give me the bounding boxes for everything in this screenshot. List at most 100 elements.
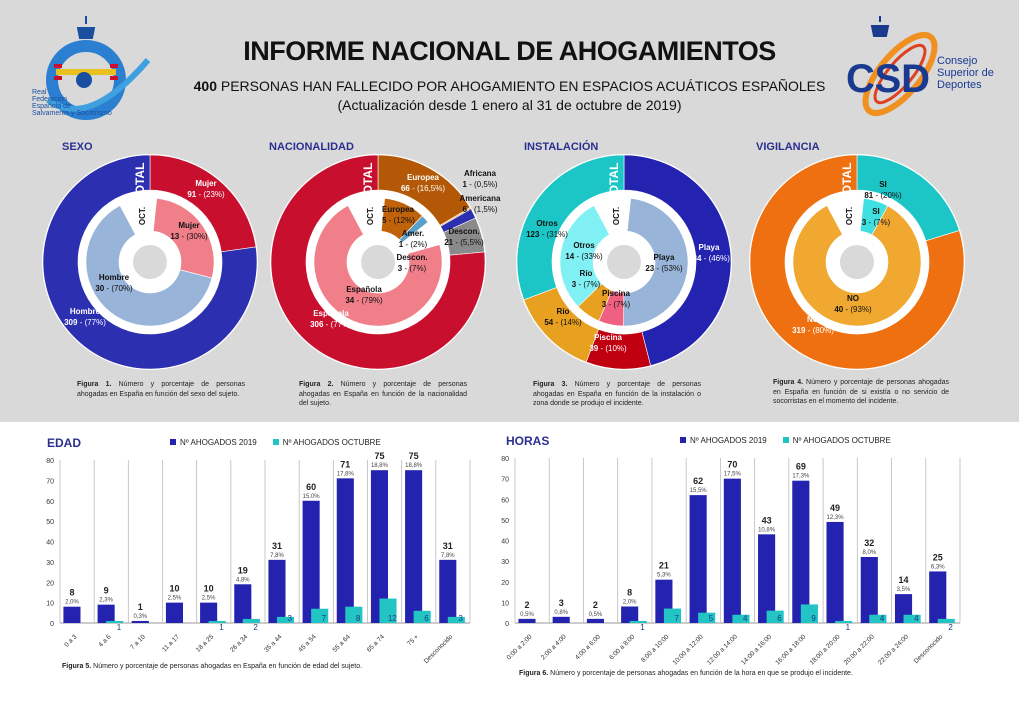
slice-label: Hombre [70,307,101,316]
bar-2019 [723,478,741,623]
bar-octubre-label: 4 [914,614,919,623]
bar-pct-label: 0,5% [520,612,534,618]
bar-value-label: 21 [659,561,669,571]
bar-octubre-label: 1 [846,623,851,632]
oct-label: OCT. [845,207,854,225]
bar-2019 [370,470,388,623]
x-tick-label: Desconocido [913,633,945,665]
bar-2019 [586,618,604,623]
bar-value-label: 2 [524,600,529,610]
bar-octubre [447,616,465,623]
slice-label: SI [879,180,887,189]
slice-label: Otros [536,219,558,228]
bar-pct-label: 3,5% [897,587,911,593]
bar-2019 [439,559,457,623]
y-tick-label: 80 [46,458,54,465]
slice-label: Piscina [602,289,631,298]
bar-octubre-label: 7 [322,614,327,623]
slice-value: 30 - (70%) [95,284,133,293]
bar-pct-label: 6,3% [931,564,945,570]
donut-center [361,245,395,279]
bar-octubre [869,614,887,623]
slice-value: 306 - (77%) [310,320,352,329]
inner-slice-playa [623,198,689,327]
bar-octubre [208,620,226,623]
slice-label: Americana [460,194,501,203]
bar-octubre [345,606,363,623]
inner-slice-mujer [152,198,215,279]
slice-value: 23 - (53%) [645,264,683,273]
bar-value-label: 19 [238,565,248,575]
bar-octubre [276,616,295,623]
bar-value-label: 31 [272,541,282,551]
y-tick-label: 60 [501,497,509,504]
bar-value-label: 71 [340,459,350,469]
total-label: TOTAL [133,163,147,202]
bar-value-label: 14 [899,575,909,585]
donut-chart-nacionalidad: Europea 66 - (16,5%) Africana 1 - (0,5%) Ame… [270,154,501,370]
slice-value: 6 - (1,5%) [462,205,497,214]
bar-octubre-label: 2 [948,623,953,632]
figure-caption-4: Figura 4. Número y porcentaje de persona… [773,379,949,405]
slice-value: 14 - (33%) [565,252,603,261]
slice-value: 3 - (7%) [602,300,631,309]
bar-pct-label: 2,0% [623,600,637,606]
bar-octubre [311,608,329,623]
bar-2019 [302,500,320,623]
slice-label: Africana [464,169,497,178]
slice-value: 5 - (12%) [382,216,415,225]
slice-label: Río [580,269,593,278]
legend-horas: Nº AHOGADOS 2019 Nº AHOGADOS OCTUBRE [680,436,891,445]
bar-2019 [860,557,878,623]
section-title-instalacion: INSTALACIÓN [524,141,599,153]
donut-center [607,245,641,279]
bar-pct-label: 18,8% [405,463,423,469]
x-tick-label: 45 a 54 [297,633,318,654]
slice-value: 34 - (79%) [345,296,383,305]
bar-pct-label: 17,8% [337,471,355,477]
y-tick-label: 50 [501,518,509,525]
bar-octubre-label: 8 [356,614,361,623]
bar-2019 [621,606,639,623]
legend-edad: Nº AHOGADOS 2019 Nº AHOGADOS OCTUBRE [170,438,381,447]
x-tick-label: 14:00 a 16:00 [740,633,773,666]
slice-label: Europea [407,173,440,182]
y-tick-label: 0 [505,621,509,628]
bar-pct-label: 17,5% [724,472,742,478]
bar-value-label: 8 [627,588,632,598]
bar-2019 [826,521,844,623]
x-tick-label: 20:00 a 22:00 [843,633,876,666]
bar-2019 [234,584,252,623]
y-tick-label: 70 [46,478,54,485]
bar-2019 [689,495,707,623]
bar-pct-label: 4,8% [236,577,250,583]
y-tick-label: 50 [46,519,54,526]
slice-value: 319 - (80%) [792,326,834,335]
bar-pct-label: 2,3% [99,598,113,604]
bar-pct-label: 12,3% [827,515,845,521]
bar-octubre [766,610,784,623]
y-tick-label: 30 [501,559,509,566]
x-tick-label: 35 a 44 [263,633,284,654]
outer-slice-otros [516,154,625,301]
slice-value: 21 - (5,5%) [444,238,484,247]
bar-octubre [379,598,397,623]
total-label: TOTAL [840,163,854,202]
x-tick-label: 55 a 64 [332,633,353,654]
subtitle-text: PERSONAS HAN FALLECIDO POR AHOGAMIENTO E… [216,78,826,94]
donut-chart-instalacion: Playa 184 - (46%) Piscina 39 - (10%) Río 54 -… [516,154,732,370]
outer-slice-hombre [42,154,258,370]
slice-value: 91 - (23%) [187,190,225,199]
y-tick-label: 10 [501,600,509,607]
bar-octubre-label: 3 [458,614,463,623]
bar-pct-label: 2,0% [65,600,79,606]
bar-octubre [413,610,431,623]
y-tick-label: 20 [501,580,509,587]
inner-slice-española [313,205,443,327]
slice-value: 1 - (0,5%) [462,180,497,189]
donut-center [840,245,874,279]
x-tick-label: 2:00 a 4:00 [540,633,568,661]
bar-pct-label: 0,3% [133,614,147,620]
x-tick-label: 0:00 a 2:00 [506,633,534,661]
